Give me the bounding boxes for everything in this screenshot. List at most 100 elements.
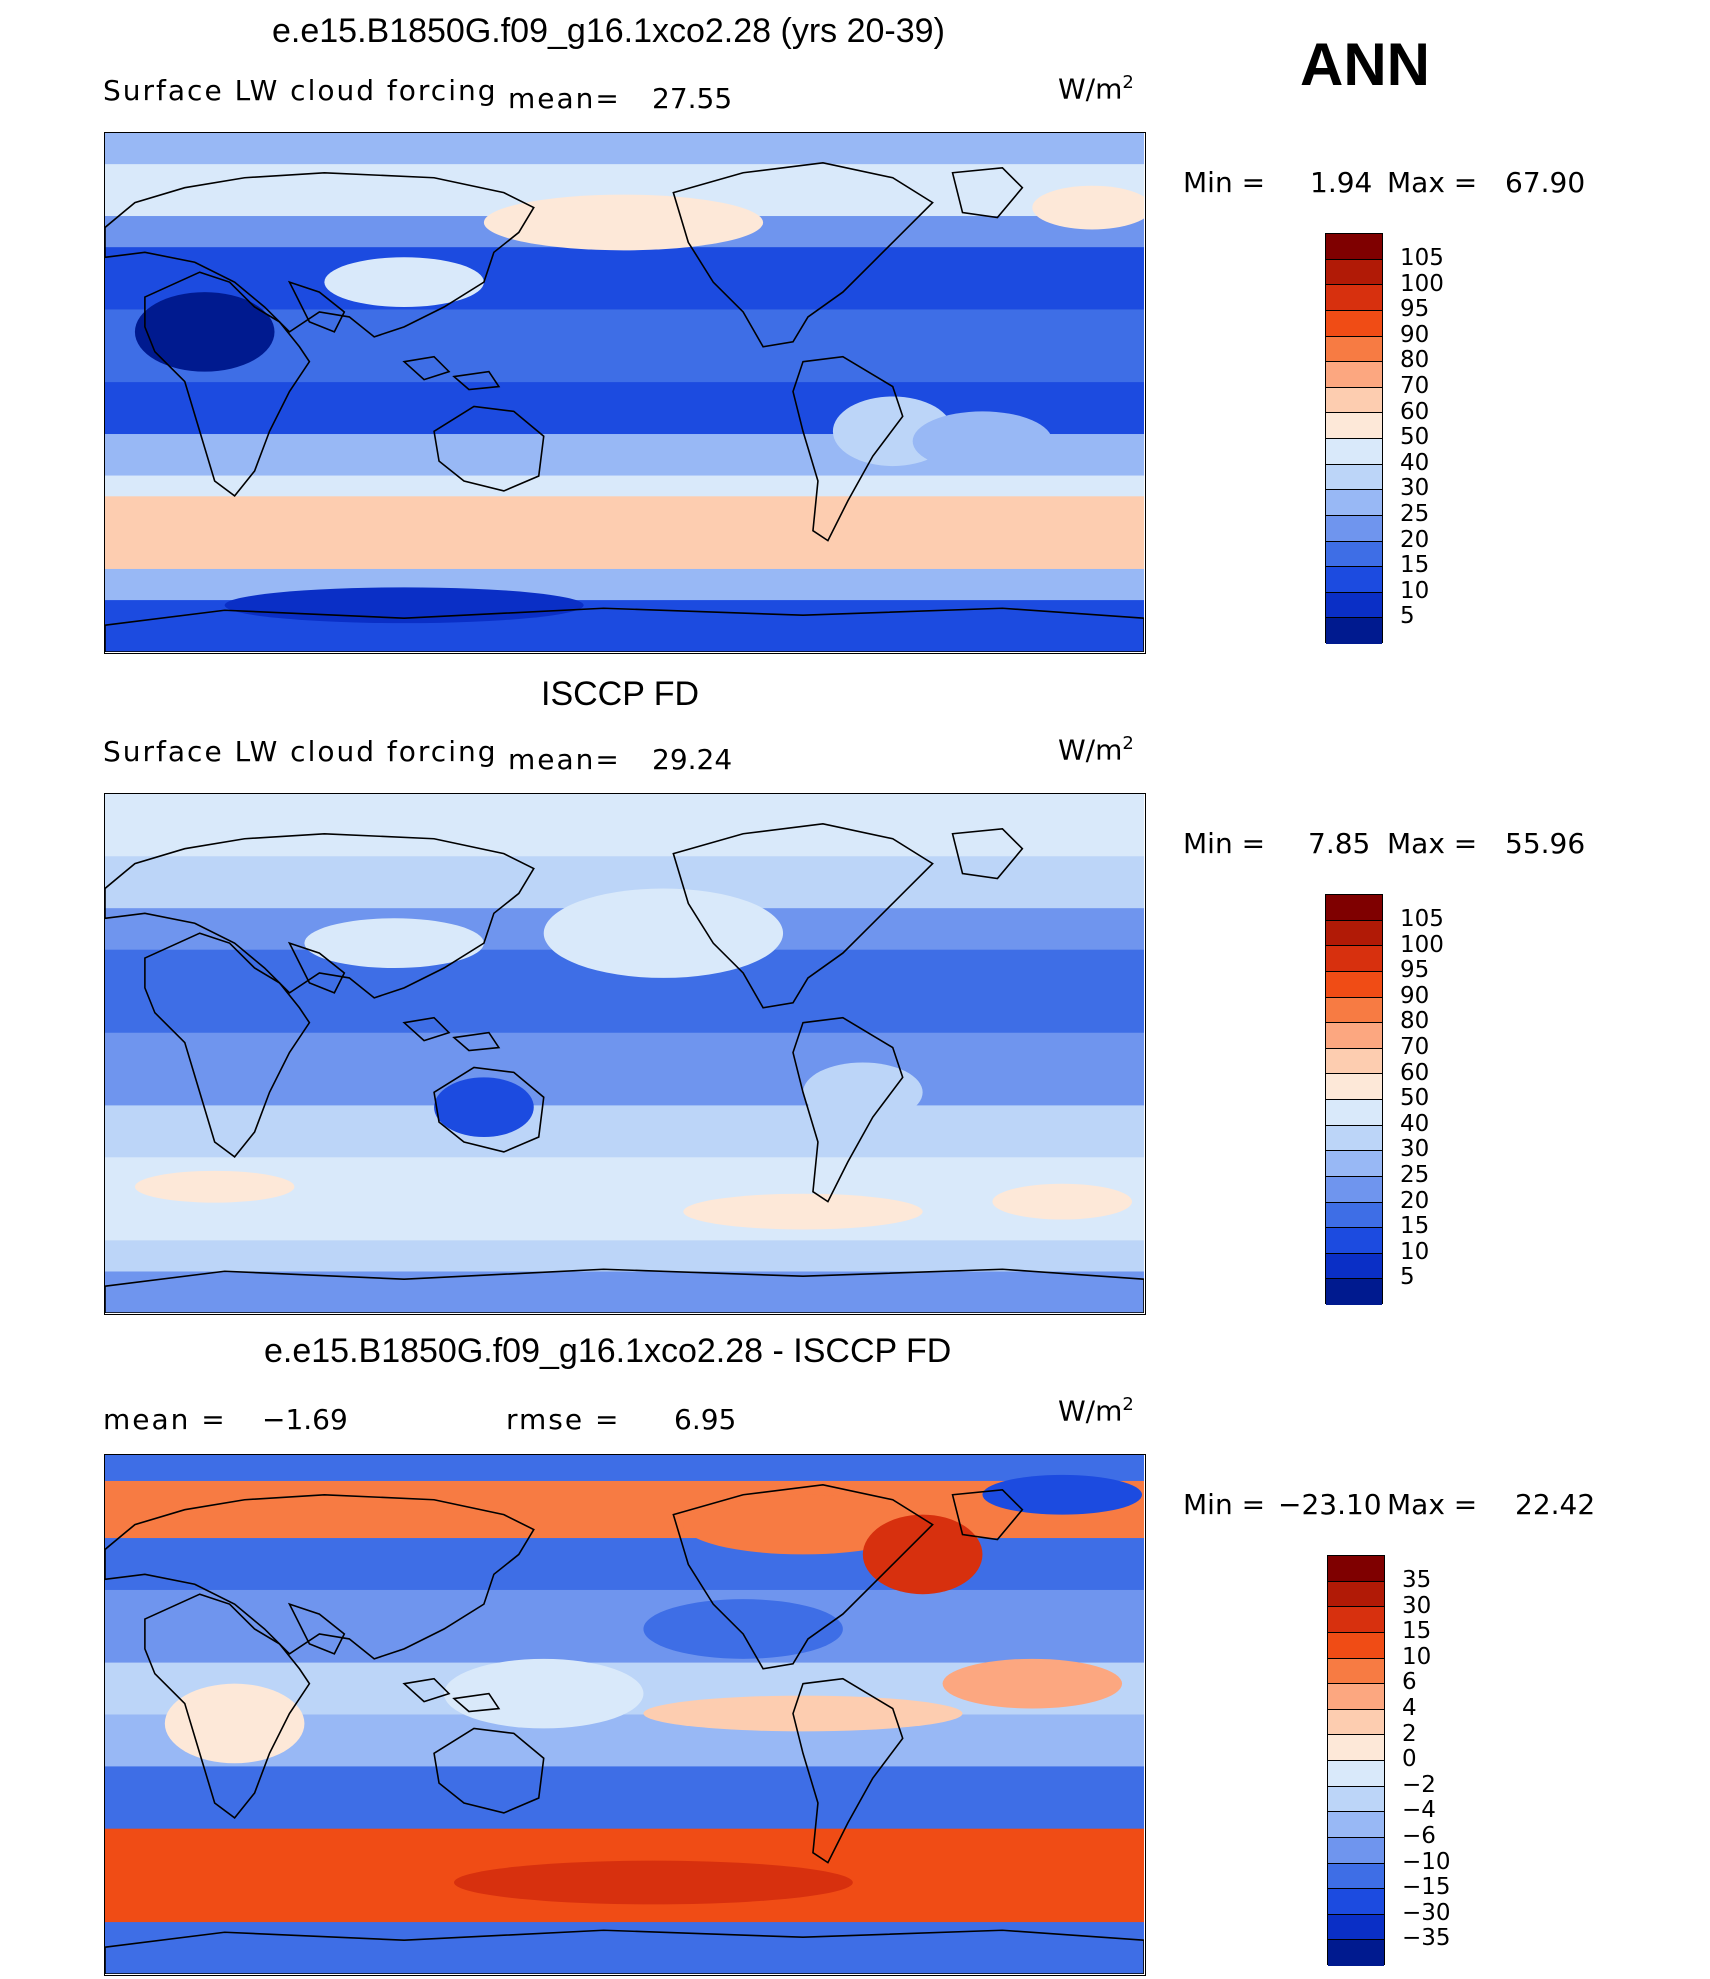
colorbar-swatch xyxy=(1326,920,1382,947)
colorbar-swatch xyxy=(1328,1889,1384,1915)
coastline xyxy=(402,1016,451,1042)
colorbar-tick-label: 4 xyxy=(1402,1694,1417,1721)
panel3-min-label: Min = xyxy=(1183,1488,1266,1521)
coastline xyxy=(105,171,535,338)
season-label: ANN xyxy=(1300,31,1430,98)
contour-region xyxy=(802,1062,923,1123)
colorbar-tick-label: 90 xyxy=(1400,982,1430,1009)
coastline xyxy=(792,355,904,542)
colorbar-swatch xyxy=(1328,1812,1384,1838)
panel1-mean-value: 27.55 xyxy=(652,82,733,115)
coastline xyxy=(105,607,1144,652)
colorbar-tick-label: 50 xyxy=(1400,424,1430,451)
colorbar-swatch xyxy=(1328,1914,1384,1941)
coastline xyxy=(144,271,311,498)
coastline xyxy=(672,162,934,348)
colorbar-tick-label: 25 xyxy=(1400,1161,1430,1188)
colorbar-swatch xyxy=(1326,946,1382,972)
colorbar-tick-label: 30 xyxy=(1400,1136,1430,1163)
colorbar-tick-label: 5 xyxy=(1400,603,1415,630)
panel1-units: W/m2 xyxy=(1058,72,1134,106)
panel1-max-label: Max = xyxy=(1387,166,1478,199)
colorbar-tick-label: 2 xyxy=(1402,1720,1417,1747)
colorbar-tick-label: 30 xyxy=(1402,1592,1432,1619)
contour-region xyxy=(942,1658,1123,1709)
coastline xyxy=(672,823,934,1009)
panel3-colorbar xyxy=(1327,1555,1385,1966)
colorbar-swatch xyxy=(1328,1581,1384,1608)
contour-band xyxy=(105,1589,1144,1664)
colorbar-tick-label: 15 xyxy=(1402,1618,1432,1645)
colorbar-swatch xyxy=(1328,1786,1384,1813)
coastline xyxy=(287,280,346,333)
colorbar-tick-label: 20 xyxy=(1400,526,1430,553)
panel2-max-label: Max = xyxy=(1387,827,1478,860)
colorbar-tick-label: 35 xyxy=(1402,1567,1432,1593)
coastline xyxy=(452,370,501,391)
colorbar-swatch xyxy=(1328,1556,1384,1582)
contour-band xyxy=(105,1766,1144,1830)
colorbar-tick-label: 10 xyxy=(1402,1643,1432,1670)
panel3-title: e.e15.B1850G.f09_g16.1xco2.28 - ISCCP FD xyxy=(264,1332,952,1370)
contour-region xyxy=(164,1683,305,1764)
colorbar-swatch xyxy=(1326,285,1382,311)
colorbar-tick-label: −2 xyxy=(1402,1771,1436,1798)
colorbar-tick-label: 30 xyxy=(1400,475,1430,502)
coastline xyxy=(402,1677,451,1703)
colorbar-swatch xyxy=(1326,541,1382,568)
colorbar-tick-label: 25 xyxy=(1400,500,1430,527)
colorbar-swatch xyxy=(1328,1940,1384,1966)
panel2-mean-value: 29.24 xyxy=(652,743,733,776)
coastline xyxy=(287,941,346,994)
colorbar-tick-label: 100 xyxy=(1400,270,1444,297)
colorbar-tick-label: −30 xyxy=(1402,1899,1451,1926)
colorbar-tick-label: −35 xyxy=(1402,1925,1451,1952)
contour-band xyxy=(105,475,1144,498)
panel2-colorbar-labels: 105 100 95 90 80 70 60 50 40 30 25 20 15 10 5 xyxy=(1400,906,1444,1291)
colorbar-swatch xyxy=(1326,234,1382,260)
coastline xyxy=(433,1066,545,1153)
colorbar-tick-label: −15 xyxy=(1402,1874,1451,1901)
colorbar-swatch xyxy=(1326,1176,1382,1203)
contour-band xyxy=(105,794,1144,858)
colorbar-tick-label: 90 xyxy=(1400,321,1430,348)
colorbar-swatch xyxy=(1326,592,1382,619)
panel2-title: ISCCP FD xyxy=(541,675,700,713)
contour-band xyxy=(105,247,1144,311)
contour-region xyxy=(1032,185,1144,230)
panel2-min-label: Min = xyxy=(1183,827,1266,860)
colorbar-swatch xyxy=(1326,439,1382,465)
coastline xyxy=(672,1484,934,1670)
contour-band xyxy=(105,1922,1144,1974)
panel2-units: W/m2 xyxy=(1058,733,1134,767)
panel2-field-label: Surface LW cloud forcing xyxy=(103,735,498,768)
coastline xyxy=(433,1727,545,1814)
contour-region xyxy=(304,918,484,968)
panel3-rmse-value: 6.95 xyxy=(674,1403,737,1436)
colorbar-swatch xyxy=(1326,259,1382,286)
panel3-map xyxy=(104,1454,1146,1976)
colorbar-tick-label: 15 xyxy=(1400,552,1430,579)
panel3-colorbar-labels: 35 30 15 10 6 4 2 0 −2 −4 −6 −10 −15 −30 −35 xyxy=(1402,1567,1451,1952)
panel3-units: W/m2 xyxy=(1058,1394,1134,1428)
map-field xyxy=(105,133,1144,652)
contour-band xyxy=(105,1105,1144,1159)
colorbar-swatch xyxy=(1328,1761,1384,1787)
contour-region xyxy=(683,1193,923,1230)
contour-region xyxy=(444,1658,644,1729)
contour-region xyxy=(434,1077,534,1138)
coastline xyxy=(105,832,535,999)
colorbar-tick-label: 60 xyxy=(1400,1059,1430,1086)
colorbar-tick-label: 70 xyxy=(1400,1033,1430,1060)
panel2-min-value: 7.85 xyxy=(1308,827,1371,860)
coastline xyxy=(951,1488,1024,1541)
contour-region xyxy=(992,1183,1133,1220)
coastline xyxy=(144,1593,311,1820)
colorbar-tick-label: 95 xyxy=(1400,957,1430,984)
panel2-map xyxy=(104,793,1146,1315)
colorbar-tick-label: 0 xyxy=(1402,1746,1417,1773)
colorbar-tick-label: 80 xyxy=(1400,1008,1430,1035)
map-field xyxy=(105,794,1144,1313)
colorbar-tick-label: 15 xyxy=(1400,1213,1430,1240)
